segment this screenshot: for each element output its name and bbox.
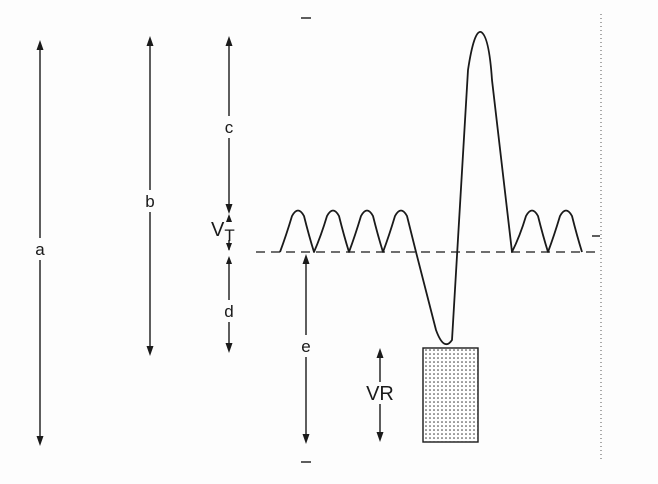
measure-vr: VR [357, 348, 403, 442]
measure-c-arrow-bottom [225, 204, 233, 214]
measure-vr-arrow-top [376, 348, 384, 358]
measure-vt-arrow-top [226, 214, 232, 222]
measure-a-arrow-top [36, 40, 44, 50]
spirometer-trace [279, 31, 583, 346]
label-d: d [224, 302, 233, 321]
residual-volume-block [422, 347, 479, 443]
label-a: a [35, 240, 45, 259]
measure-vr-arrow-bottom [376, 432, 384, 442]
measure-b-arrow-top [146, 36, 154, 46]
measure-vt: VT [211, 214, 235, 251]
measure-d-arrow-top [226, 256, 232, 264]
measure-vt-arrow-bottom [226, 243, 232, 251]
label-vt: VT [211, 219, 235, 245]
measure-a-arrow-bottom [36, 436, 44, 446]
measure-e: e [296, 254, 316, 463]
label-e: e [301, 337, 310, 356]
label-b: b [145, 192, 154, 211]
measure-b: b [140, 36, 160, 356]
measure-d: d [219, 256, 239, 353]
measure-b-arrow-bottom [146, 346, 154, 356]
measure-a: a [30, 40, 50, 446]
measure-c: c [219, 36, 239, 214]
measure-e-arrow-top [302, 254, 310, 264]
measure-c-arrow-top [225, 36, 233, 46]
measure-e-arrow-bottom [302, 434, 310, 444]
label-vr: VR [366, 383, 394, 405]
measure-d-arrow-bottom [225, 343, 233, 353]
label-c: c [225, 118, 234, 137]
